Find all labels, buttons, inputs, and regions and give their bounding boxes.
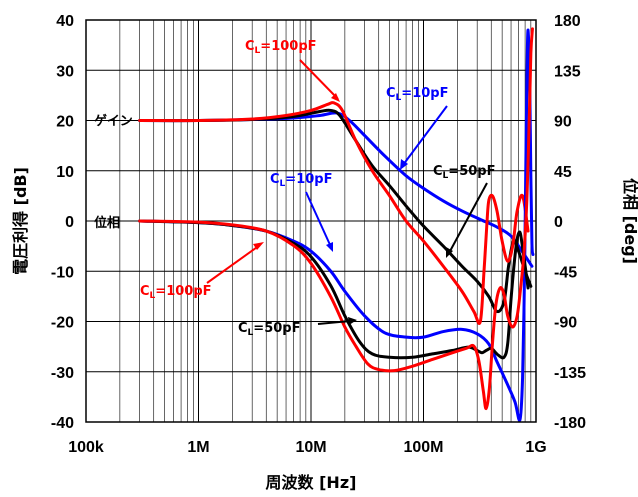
arrow-cl-10pf-gain bbox=[402, 105, 448, 166]
x-tick-label: 10M bbox=[295, 439, 326, 456]
arrowhead-cl-100pf-gain bbox=[331, 93, 340, 102]
phase-curve-100pf bbox=[138, 27, 534, 411]
y-axis-left-title: 電圧利得 [dB] bbox=[11, 167, 30, 275]
y-right-tick-label: -45 bbox=[554, 264, 577, 281]
y-left-tick-label: -30 bbox=[51, 365, 74, 382]
annotation-cl-50pf-gain: CL=50pF bbox=[433, 164, 495, 181]
arrowhead-cl-50pf-phase bbox=[348, 317, 357, 325]
plot-frame bbox=[85, 19, 537, 423]
arrowhead-cl-10pf-gain bbox=[400, 159, 408, 170]
y-axis-right-title: 位相 [deg] bbox=[621, 178, 638, 264]
x-tick-label: 100M bbox=[403, 439, 443, 456]
y-right-tick-label: 135 bbox=[554, 63, 581, 80]
y-left-tick-label: 30 bbox=[56, 63, 74, 80]
annotation-cl-10pf-gain: CL=10pF bbox=[386, 86, 448, 103]
arrow-cl-100pf-gain bbox=[299, 59, 339, 100]
phase-curve-50pf bbox=[138, 219, 530, 360]
annotation-cl-10pf-phase: CL=10pF bbox=[270, 172, 332, 189]
y-right-tick-label: 180 bbox=[554, 13, 581, 30]
arrow-cl-10pf-phase bbox=[305, 191, 332, 248]
arrowhead-cl-10pf-phase bbox=[326, 242, 333, 252]
x-tick-label: 100k bbox=[68, 439, 104, 456]
annotation-cl-50pf-phase: CL=50pF bbox=[238, 321, 300, 338]
y-right-tick-label: 45 bbox=[554, 164, 572, 181]
y-left-tick-label: -10 bbox=[51, 264, 74, 281]
y-left-tick-label: 20 bbox=[56, 114, 74, 131]
arrow-cl-100pf-phase bbox=[206, 244, 261, 284]
y-right-tick-label: 90 bbox=[554, 114, 572, 131]
x-tick-label: 1G bbox=[525, 439, 546, 456]
y-left-tick-label: 10 bbox=[56, 164, 74, 181]
y-left-tick-label: -40 bbox=[51, 415, 74, 432]
x-tick-label: 1M bbox=[187, 439, 209, 456]
label-phase: 位相 bbox=[94, 215, 120, 231]
annotations: CL=100pF CL=10pF ゲイン CL=50pF CL=10pF 位相 … bbox=[94, 39, 495, 338]
annotation-cl-100pf-gain: CL=100pF bbox=[245, 39, 317, 56]
grid-lines bbox=[86, 20, 536, 422]
arrowhead-cl-50pf-gain bbox=[446, 247, 453, 258]
annotation-cl-100pf-phase: CL=100pF bbox=[140, 284, 212, 301]
curves bbox=[138, 27, 535, 422]
y-right-tick-label: -135 bbox=[554, 365, 586, 382]
gain-curve-100pf bbox=[138, 101, 530, 325]
arrow-cl-50pf-phase bbox=[317, 320, 351, 325]
phase-curve-10pf bbox=[138, 28, 535, 422]
y-left-tick-label: 0 bbox=[65, 214, 74, 231]
y-left-tick-label: 40 bbox=[56, 13, 74, 30]
y-right-tick-label: -90 bbox=[554, 315, 577, 332]
y-right-tick-label: -180 bbox=[554, 415, 586, 432]
arrow-cl-50pf-gain bbox=[448, 182, 488, 254]
tick-labels: 100k 1M 10M 100M 1G -40 -30 -20 -10 0 10 20 30 40 -180… bbox=[51, 13, 586, 456]
x-axis-title: 周波数 [Hz] bbox=[266, 473, 357, 492]
label-gain: ゲイン bbox=[94, 113, 133, 129]
y-left-tick-label: -20 bbox=[51, 315, 74, 332]
arrowhead-cl-100pf-phase bbox=[253, 242, 264, 250]
y-right-tick-label: 0 bbox=[554, 214, 563, 231]
